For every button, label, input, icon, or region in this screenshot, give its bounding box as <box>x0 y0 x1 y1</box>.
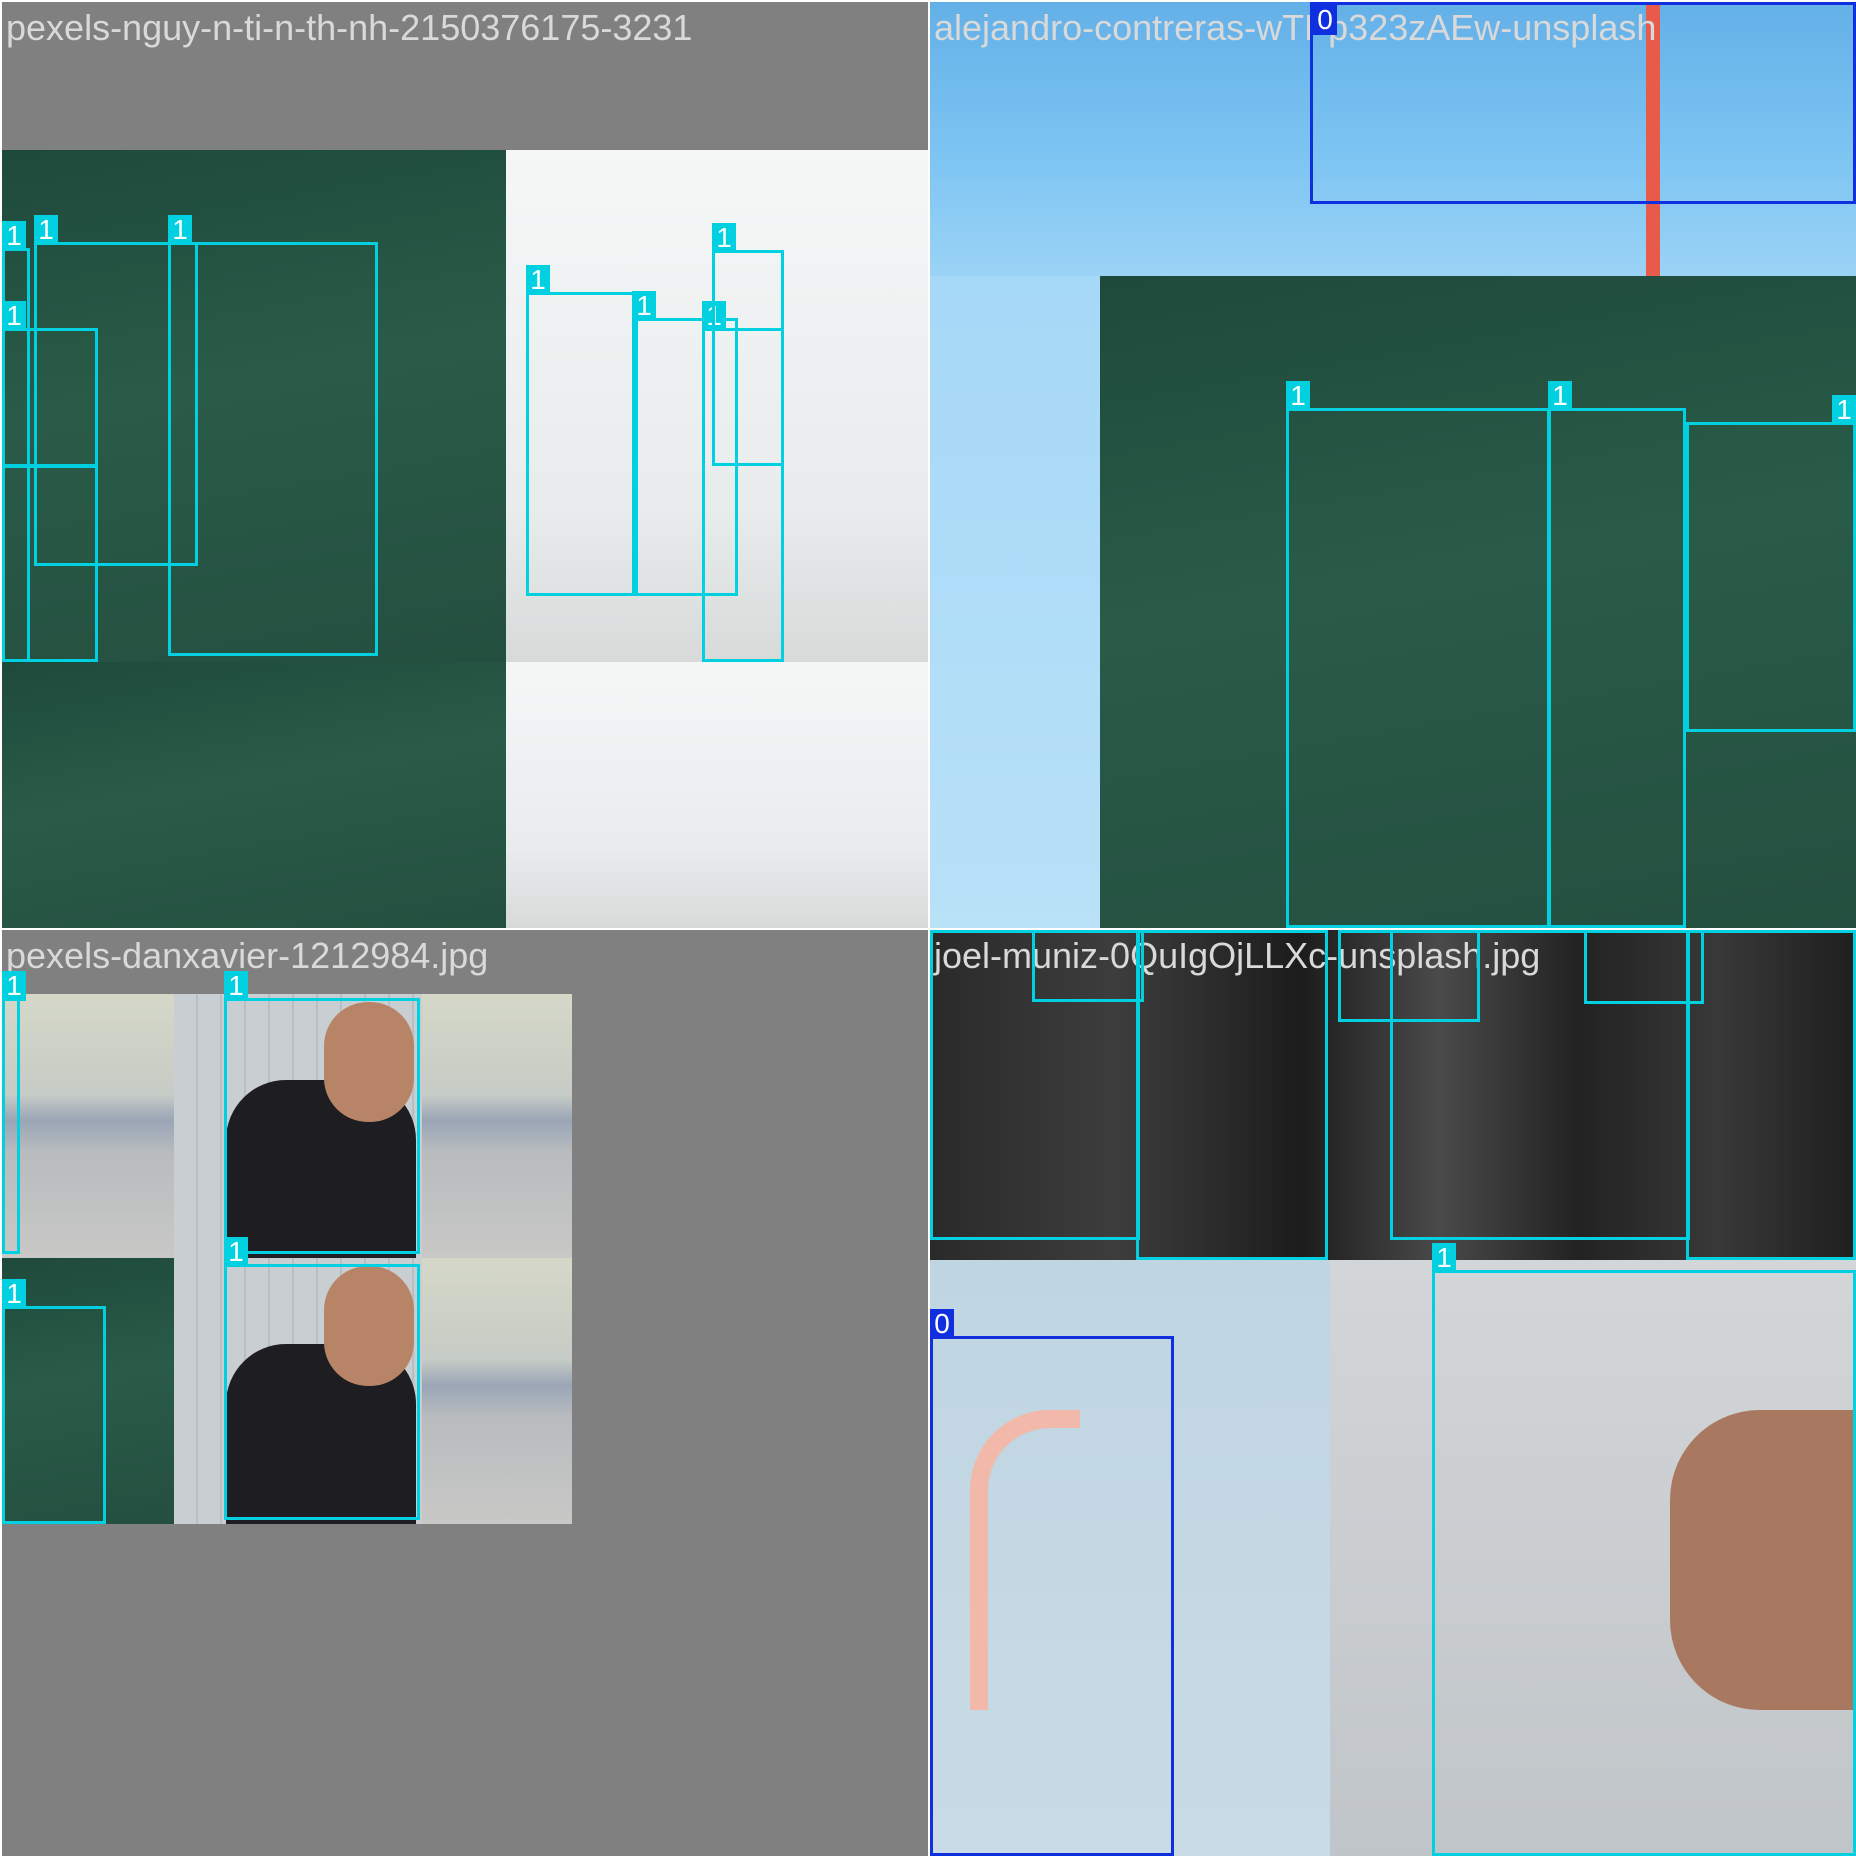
detection-label: 1 <box>168 215 192 245</box>
tile-caption: pexels-danxavier-1212984.jpg <box>6 935 489 976</box>
detection-label: 1 <box>2 1279 26 1309</box>
detection-label: 1 <box>1584 930 1608 933</box>
detection-box-class-1: 1 <box>224 971 420 1254</box>
chalkboard-photo <box>2 662 506 928</box>
mosaic-tile-4: joel-muniz-0QuIgOjLLXc-unsplash.jpg 1 1 … <box>930 930 1856 1856</box>
detection-label: 1 <box>526 265 550 295</box>
chalkboard-photo <box>2 150 506 662</box>
street-photo <box>422 994 572 1258</box>
mosaic-tile-3: pexels-danxavier-1212984.jpg 1 1 1 1 <box>2 930 928 1856</box>
chalkboard-photo <box>1100 276 1856 928</box>
detection-label: 1 <box>1286 381 1310 411</box>
detection-label: 1 <box>224 971 248 1001</box>
detection-label: 1 <box>1832 395 1856 425</box>
detection-box-class-1: 1 <box>1032 930 1144 1002</box>
water-photo <box>1100 2 1856 276</box>
detection-box-class-0: 0 <box>930 1309 1174 1856</box>
detection-box-class-1: 1 <box>1136 930 1328 1260</box>
detection-label: 1 <box>34 215 58 245</box>
detection-box-class-1: 1 <box>526 265 638 596</box>
detection-box-class-1: 1 <box>632 291 738 596</box>
detection-label: 1 <box>1390 930 1414 933</box>
detection-box-class-1: 1 <box>1686 395 1856 732</box>
mosaic-tile-1: pexels-nguy-n-ti-n-th-nh-2150376175-3231… <box>2 2 928 928</box>
sky-photo <box>930 276 1100 928</box>
sky-photo <box>930 1260 1330 1856</box>
detection-box-class-1: 1 <box>712 223 784 466</box>
detection-label: 1 <box>1432 1243 1456 1273</box>
person-face <box>324 1002 414 1122</box>
detection-box-class-1: 1 <box>2 971 26 1254</box>
detection-label: 1 <box>1338 930 1362 933</box>
buoy-pole <box>1646 2 1660 276</box>
detection-box-class-1: 1 <box>1584 930 1704 1004</box>
detection-box-class-1: 1 <box>1548 381 1686 928</box>
tile-caption: joel-muniz-0QuIgOjLLXc-unsplash.jpg <box>934 935 1541 976</box>
detection-label: 1 <box>1136 930 1160 933</box>
detection-label: 1 <box>930 930 954 933</box>
detection-box-class-1: 1 <box>34 215 198 566</box>
tile-caption: pexels-nguy-n-ti-n-th-nh-2150376175-3231 <box>6 7 693 48</box>
water-photo <box>930 2 1100 276</box>
person-face <box>1670 1410 1856 1710</box>
detection-label: 1 <box>632 291 656 321</box>
detection-label: 1 <box>1832 930 1856 933</box>
detection-box-class-1: 1 <box>224 1237 420 1520</box>
detection-label: 1 <box>712 223 736 253</box>
detection-box-class-1: 1 <box>1286 381 1550 928</box>
chalkboard-photo <box>2 1258 174 1524</box>
detection-label: 1 <box>2 301 26 331</box>
detection-label: 1 <box>1548 381 1572 411</box>
detection-label: 0 <box>930 1309 954 1339</box>
detection-box-class-1: 1 <box>1686 930 1856 1260</box>
street-photo <box>2 994 174 1258</box>
detection-label: 0 <box>1313 5 1337 35</box>
classroom-photo <box>506 662 928 928</box>
detection-box-class-1: 1 <box>2 301 98 468</box>
detection-label: 1 <box>2 221 26 251</box>
detection-box-class-1: 1 <box>2 1279 106 1524</box>
detection-label: 1 <box>1032 930 1056 933</box>
detection-box-class-1 <box>2 464 98 662</box>
mosaic-tile-2: alejandro-contreras-wTPp323zAEw-unsplash… <box>930 2 1856 928</box>
street-photo <box>422 1258 572 1524</box>
detection-label: 1 <box>224 1237 248 1267</box>
detection-box-class-1: 1 <box>168 215 378 656</box>
detection-box-class-0: 0 <box>1310 2 1856 204</box>
detection-box-class-1: 1 <box>1432 1243 1856 1856</box>
person-face <box>324 1266 414 1386</box>
tile-caption: alejandro-contreras-wTPp323zAEw-unsplash <box>934 7 1657 48</box>
detection-label: 1 <box>2 971 26 1001</box>
